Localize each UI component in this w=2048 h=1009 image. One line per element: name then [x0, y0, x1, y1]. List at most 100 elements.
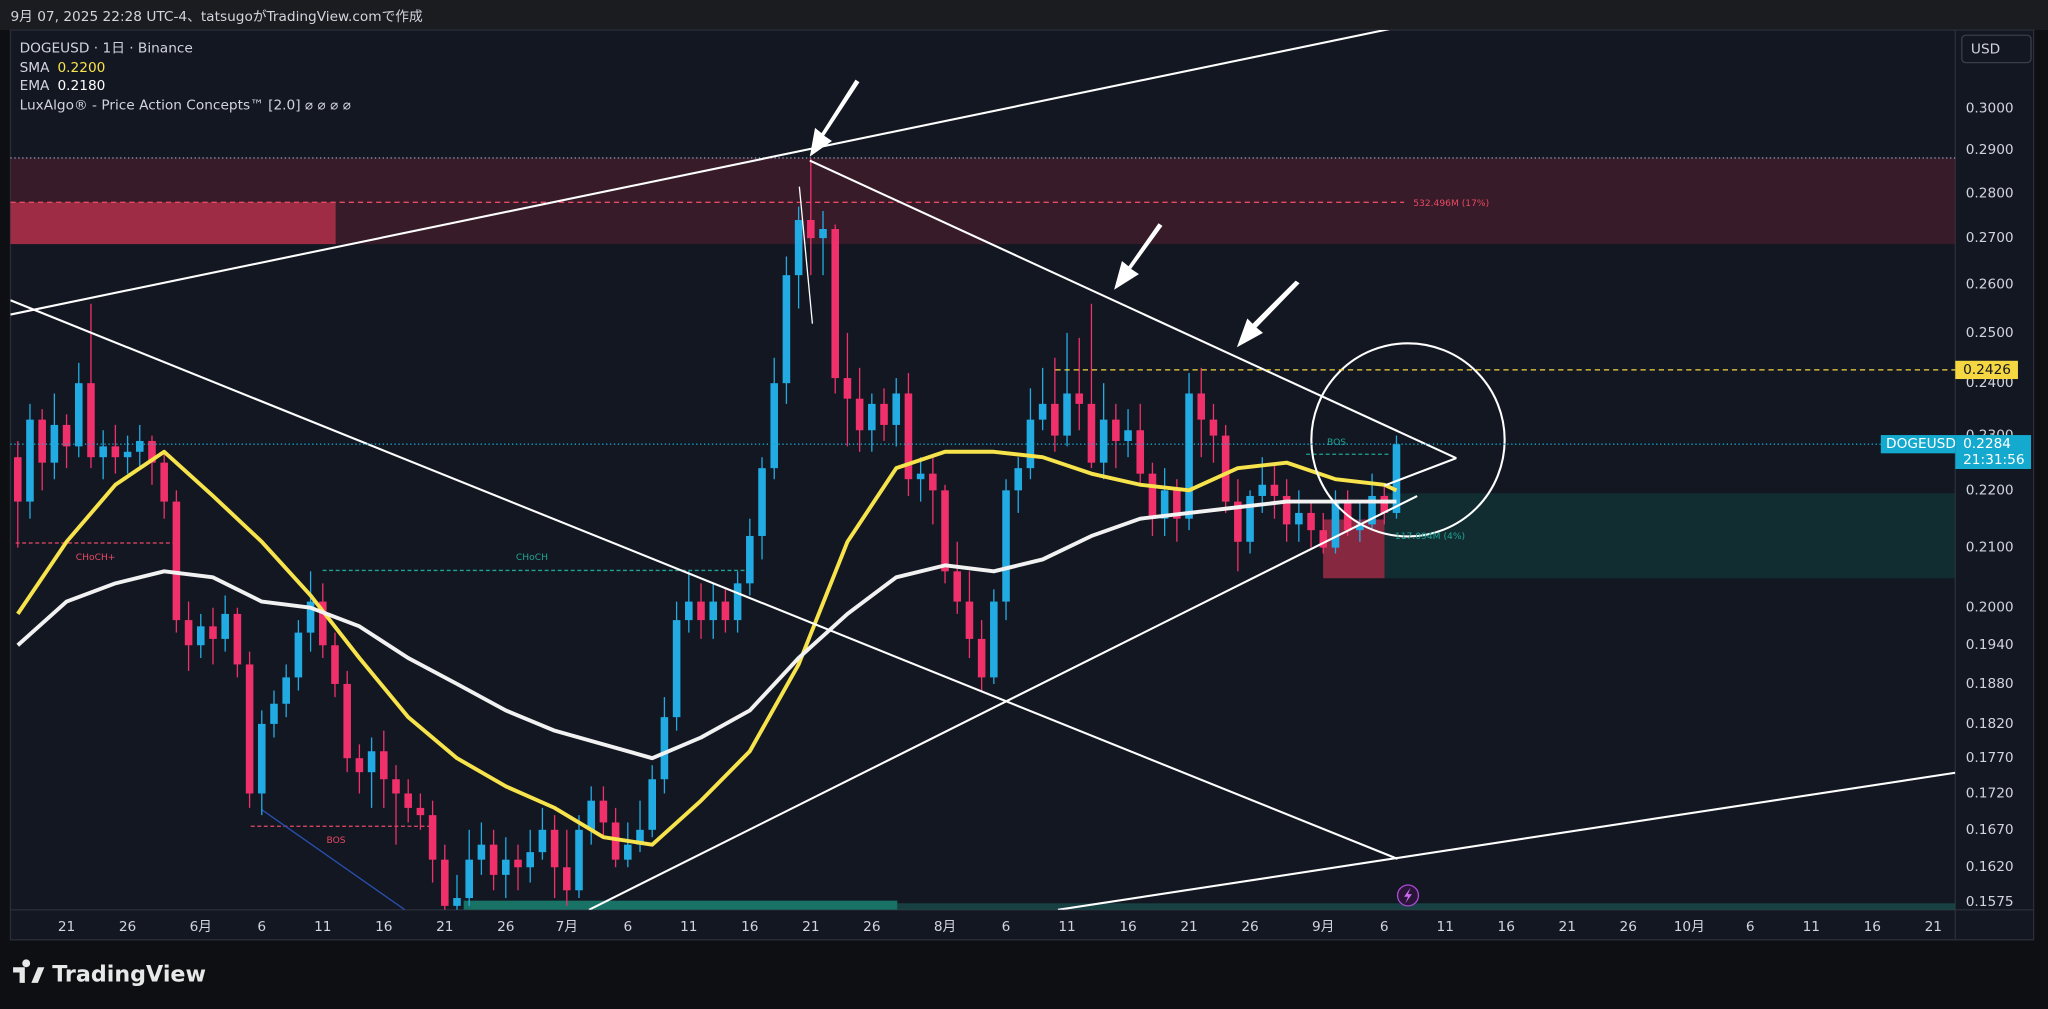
x-tick-label: 26 — [119, 919, 136, 935]
candle-body — [953, 571, 962, 602]
candle-body — [892, 393, 901, 425]
currency: USD — [1971, 42, 2000, 58]
brand-name: TradingView — [52, 962, 206, 988]
y-tick-label: 0.2900 — [1966, 142, 2014, 158]
caption: 9月 07, 2025 22:28 UTC-4、tatsugoがTradingV… — [10, 9, 423, 25]
x-tick-label: 26 — [497, 919, 514, 935]
candle-body — [453, 898, 461, 906]
trend-line — [809, 159, 1457, 460]
y-tick-label: 0.1880 — [1966, 676, 2014, 692]
y-tick-label: 0.2200 — [1966, 482, 2014, 498]
y-tick-label: 0.2100 — [1966, 540, 2014, 556]
x-tick-label: 16 — [375, 919, 392, 935]
candle-body — [38, 419, 46, 463]
legend-name: EMA — [20, 78, 50, 94]
brand-logo — [13, 959, 45, 983]
candle-body — [697, 601, 705, 621]
candle-body — [1099, 419, 1108, 463]
candle-body — [1124, 430, 1132, 441]
x-tick-label: 16 — [1864, 919, 1881, 935]
brand: TradingView — [13, 959, 206, 988]
symbol: DOGEUSD · 1日 · Binance — [20, 40, 193, 56]
x-tick-label: 6月 — [190, 919, 212, 935]
y-tick-label: 0.3000 — [1966, 100, 2014, 116]
candle-body — [477, 844, 486, 860]
header-bar — [0, 0, 2048, 31]
candle-body — [1368, 495, 1376, 525]
candle-body — [929, 473, 937, 491]
candle-body — [1002, 490, 1010, 602]
x-tick-label: 26 — [863, 919, 880, 935]
candle-body — [672, 620, 681, 718]
candle-body — [624, 844, 632, 860]
candle-body — [172, 501, 181, 621]
candle-body — [1087, 403, 1096, 463]
choch-label: CHoCH+ — [76, 553, 116, 563]
candle-body — [916, 473, 925, 480]
symbol-tag — [1880, 435, 1956, 454]
candle-body — [221, 613, 229, 639]
y-tick-label: 0.2500 — [1966, 325, 2014, 341]
candle-body — [758, 468, 766, 536]
supply-block — [10, 202, 336, 245]
y-tick-label: 0.1720 — [1966, 785, 2014, 801]
y-tick-label: 0.2800 — [1966, 185, 2014, 201]
arrows — [809, 79, 1300, 348]
x-tick-label: 21 — [1559, 919, 1576, 935]
candle-body — [575, 829, 583, 891]
candle-body — [1173, 490, 1181, 519]
line — [260, 808, 406, 910]
candle-body — [294, 632, 303, 678]
y-tick-label: 0.1670 — [1966, 822, 2014, 838]
x-tick-label: 10月 — [1674, 919, 1705, 935]
candle-body — [428, 815, 437, 860]
y-tick-label: 0.2400 — [1966, 375, 2014, 391]
candle-body — [1038, 403, 1047, 420]
candle-body — [538, 829, 547, 853]
currency-button[interactable] — [1961, 34, 2032, 64]
candle-body — [392, 779, 400, 794]
candle-body — [1063, 393, 1071, 436]
candle-body — [648, 779, 656, 830]
candle-body — [1307, 512, 1315, 531]
zones — [10, 157, 1956, 910]
candle-body — [306, 601, 315, 633]
candle-body — [868, 403, 876, 431]
candle-body — [1112, 419, 1120, 441]
candle-body — [1282, 495, 1291, 525]
candle-body — [148, 440, 156, 463]
x-tick-label: 6 — [257, 919, 266, 935]
bos-label: BOS — [1327, 438, 1346, 448]
x-tick-label: 11 — [1437, 919, 1454, 935]
candle-body — [465, 859, 473, 899]
candle-body — [1136, 430, 1145, 474]
candle-body — [514, 859, 522, 868]
demand-zone — [1384, 493, 1956, 579]
trend-line — [10, 30, 1390, 316]
x-tick-label: 16 — [1498, 919, 1515, 935]
x-tick-label: 6 — [1746, 919, 1755, 935]
legend: DOGEUSD · 1日 · Binance SMA 0.2200 EMA 0.… — [20, 40, 351, 113]
candle-body — [1246, 495, 1254, 542]
arrow — [1236, 280, 1300, 348]
candle-body — [99, 446, 107, 458]
candle-body — [1221, 435, 1230, 502]
candle-body — [355, 758, 364, 773]
candle-body — [26, 419, 34, 502]
candle-body — [1185, 393, 1193, 519]
x-tick-label: 16 — [741, 919, 758, 935]
y-tick-label: 0.1620 — [1966, 859, 2014, 875]
candle-body — [282, 677, 290, 704]
drawings — [10, 30, 1956, 910]
symbol-tag-label: DOGEUSD — [1886, 436, 1956, 452]
x-tick-label: 21 — [1925, 919, 1942, 935]
event-icon-glyph — [1404, 887, 1412, 904]
trend-line — [1384, 457, 1457, 487]
candle-body — [990, 601, 998, 678]
candle-body — [184, 620, 193, 646]
candle-body — [13, 457, 22, 502]
candle-body — [441, 859, 449, 906]
candle-body — [416, 807, 425, 816]
candle-body — [209, 626, 217, 639]
